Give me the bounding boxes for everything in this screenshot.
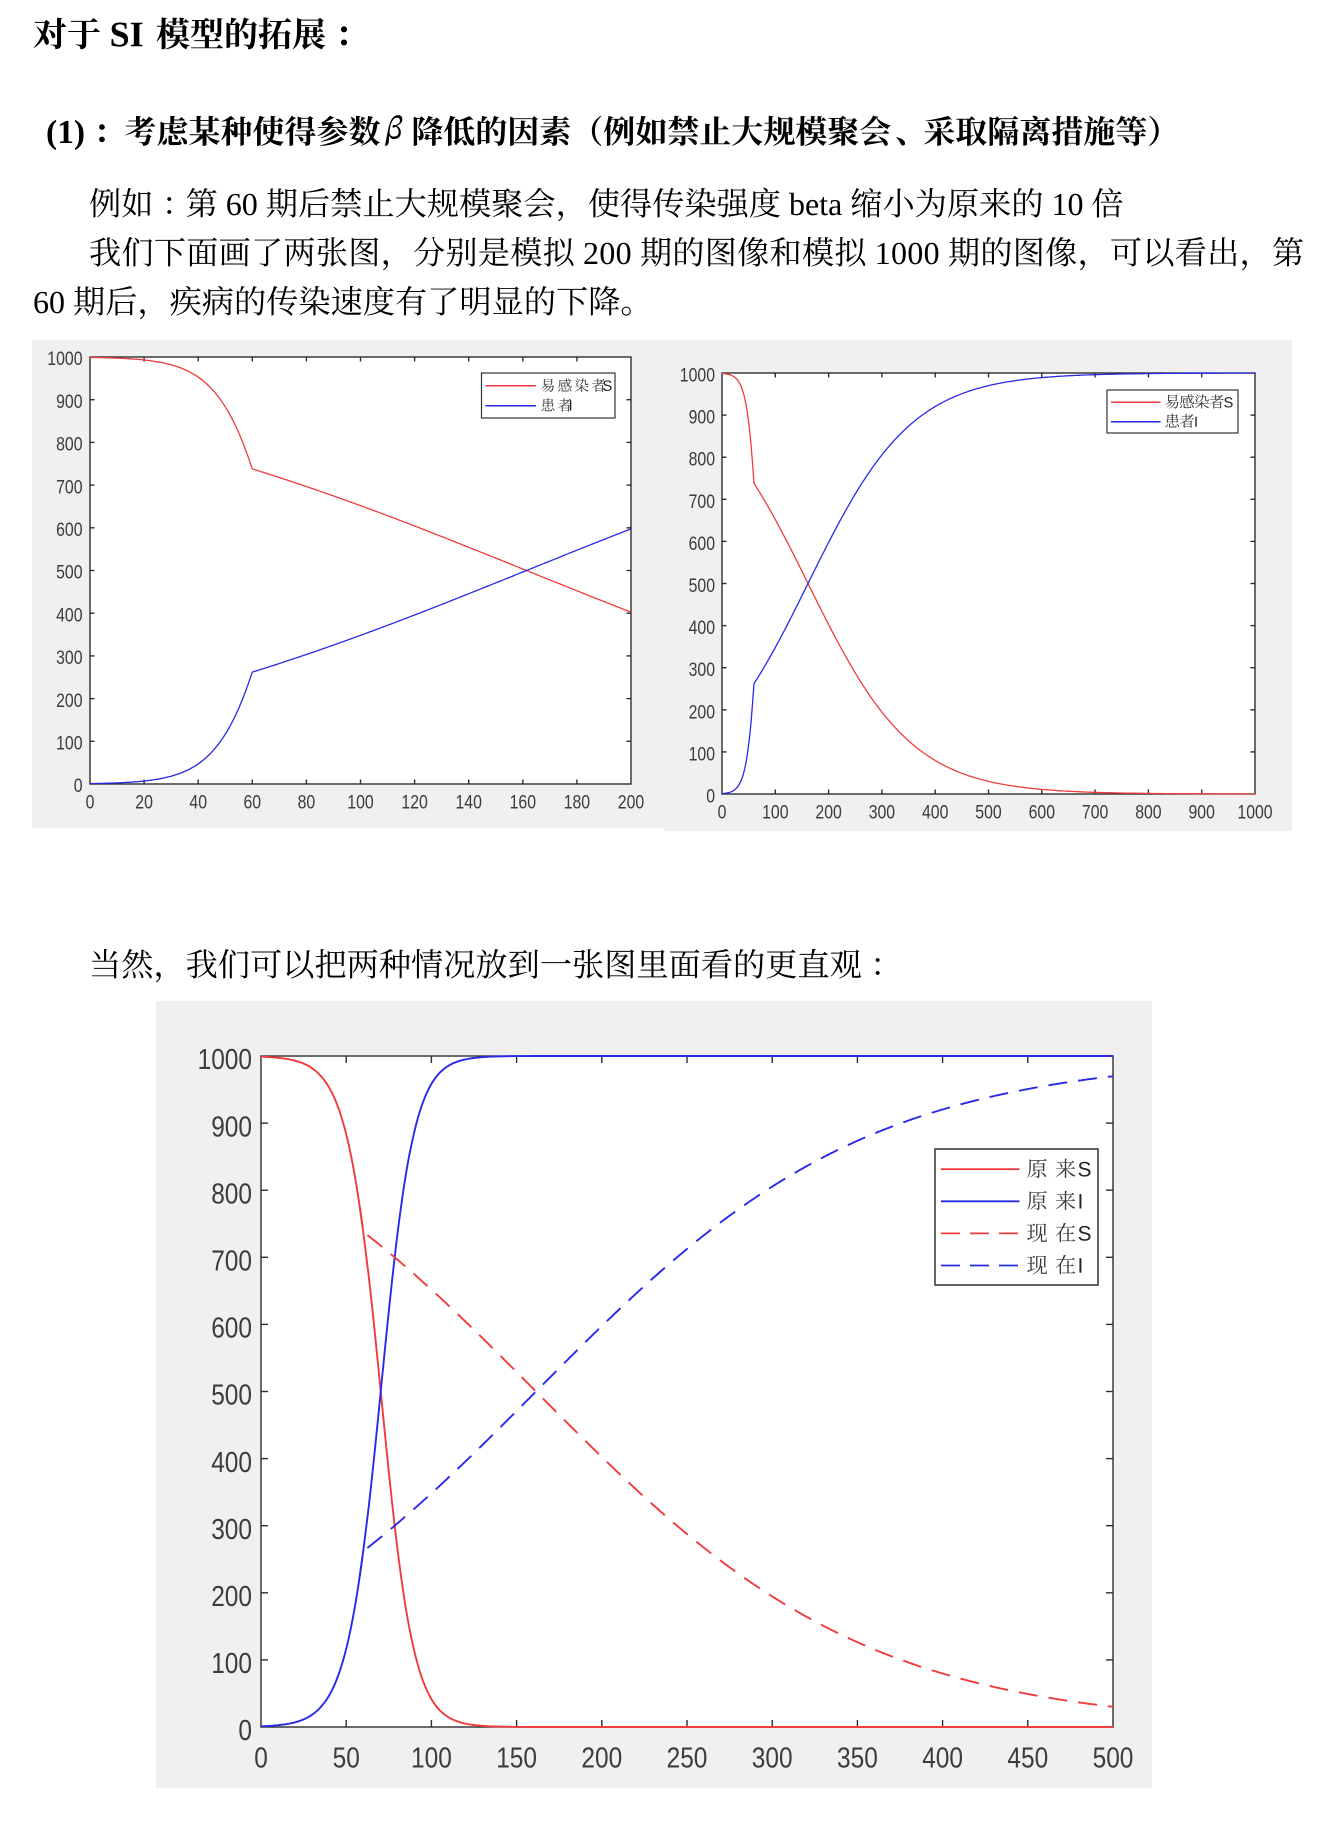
svg-text:700: 700: [56, 477, 82, 498]
svg-text:60: 60: [244, 792, 262, 813]
svg-text:700: 700: [211, 1246, 252, 1278]
svg-text:400: 400: [689, 618, 715, 639]
svg-text:800: 800: [211, 1178, 252, 1210]
svg-text:300: 300: [869, 802, 895, 823]
svg-text:1000: 1000: [680, 366, 715, 387]
svg-text:1000: 1000: [1237, 802, 1272, 823]
svg-text:160: 160: [510, 792, 536, 813]
svg-text:100: 100: [56, 734, 82, 755]
svg-text:800: 800: [1135, 802, 1161, 823]
svg-text:400: 400: [922, 1742, 963, 1774]
svg-text:140: 140: [456, 792, 482, 813]
svg-text:50: 50: [333, 1742, 360, 1774]
svg-text:0: 0: [706, 787, 715, 808]
svg-text:100: 100: [411, 1742, 452, 1774]
svg-text:500: 500: [689, 576, 715, 597]
svg-text:200: 200: [56, 691, 82, 712]
svg-text:600: 600: [689, 534, 715, 555]
svg-text:500: 500: [211, 1380, 252, 1412]
svg-text:400: 400: [56, 605, 82, 626]
svg-text:200: 200: [689, 702, 715, 723]
svg-text:0: 0: [718, 802, 727, 823]
svg-text:150: 150: [496, 1742, 537, 1774]
svg-text:600: 600: [1029, 802, 1055, 823]
svg-text:100: 100: [347, 792, 373, 813]
svg-text:100: 100: [689, 744, 715, 765]
svg-text:120: 120: [401, 792, 427, 813]
svg-text:900: 900: [1189, 802, 1215, 823]
svg-text:900: 900: [689, 408, 715, 429]
svg-text:0: 0: [74, 776, 83, 797]
svg-text:20: 20: [135, 792, 153, 813]
svg-text:500: 500: [1093, 1742, 1134, 1774]
svg-text:80: 80: [298, 792, 316, 813]
svg-text:0: 0: [86, 792, 95, 813]
svg-text:0: 0: [254, 1742, 268, 1774]
svg-text:700: 700: [689, 492, 715, 513]
svg-text:100: 100: [762, 802, 788, 823]
svg-text:500: 500: [56, 563, 82, 584]
svg-text:200: 200: [815, 802, 841, 823]
svg-text:800: 800: [689, 450, 715, 471]
svg-text:350: 350: [837, 1742, 878, 1774]
svg-text:500: 500: [975, 802, 1001, 823]
svg-text:900: 900: [211, 1111, 252, 1143]
svg-text:200: 200: [618, 792, 644, 813]
svg-text:0: 0: [238, 1715, 252, 1747]
svg-text:100: 100: [211, 1648, 252, 1680]
svg-text:400: 400: [211, 1447, 252, 1479]
svg-text:1000: 1000: [198, 1044, 252, 1076]
svg-text:1000: 1000: [47, 349, 82, 370]
svg-text:600: 600: [211, 1313, 252, 1345]
svg-text:200: 200: [581, 1742, 622, 1774]
svg-text:450: 450: [1007, 1742, 1048, 1774]
svg-text:40: 40: [189, 792, 207, 813]
svg-text:700: 700: [1082, 802, 1108, 823]
svg-text:180: 180: [564, 792, 590, 813]
svg-text:300: 300: [56, 648, 82, 669]
svg-text:800: 800: [56, 435, 82, 456]
svg-text:300: 300: [752, 1742, 793, 1774]
svg-text:300: 300: [211, 1514, 252, 1546]
svg-text:600: 600: [56, 520, 82, 541]
svg-text:400: 400: [922, 802, 948, 823]
svg-text:200: 200: [211, 1581, 252, 1613]
svg-text:250: 250: [667, 1742, 708, 1774]
svg-text:900: 900: [56, 392, 82, 413]
svg-text:300: 300: [689, 660, 715, 681]
